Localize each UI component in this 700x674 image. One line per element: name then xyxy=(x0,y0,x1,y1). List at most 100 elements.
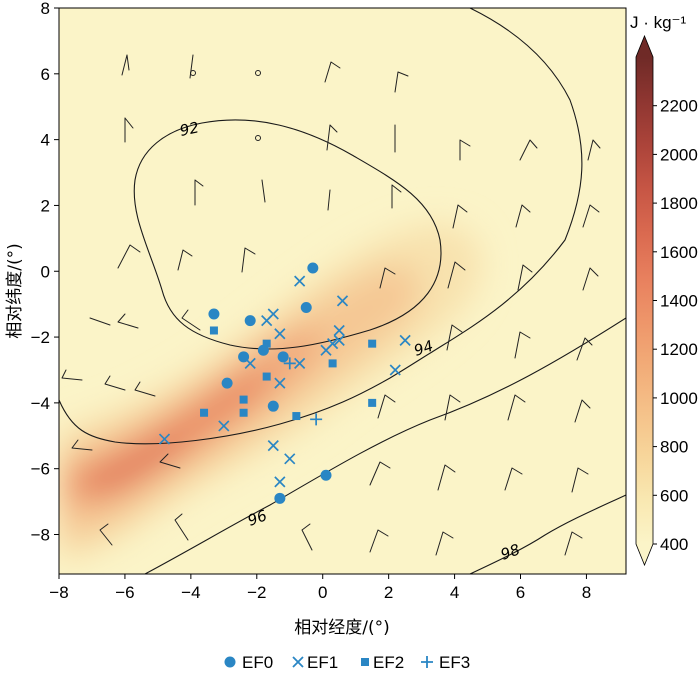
legend-item-ef2: EF2 xyxy=(361,653,404,672)
legend-label-ef3: EF3 xyxy=(439,653,470,672)
y-tick-label: 8 xyxy=(41,0,50,18)
contour-labels: 92 94 96 98 xyxy=(178,118,522,563)
legend-marker-ef1 xyxy=(292,656,304,668)
marker-ef0 xyxy=(320,469,332,481)
x-tick-label: 4 xyxy=(450,583,459,602)
y-tick-label: 2 xyxy=(41,196,50,215)
colorbar-tick-label: 400 xyxy=(660,535,688,554)
x-tick-label: 2 xyxy=(384,583,393,602)
wind-barb xyxy=(587,139,601,161)
marker-ef1 xyxy=(284,453,296,465)
wind-barb xyxy=(61,369,83,381)
marker-ef0 xyxy=(208,308,220,320)
tornado-markers xyxy=(158,262,411,504)
colorbar-tick-label: 1600 xyxy=(660,243,698,262)
marker-ef0 xyxy=(277,351,289,363)
x-axis: −8 −6 −4 −2 0 2 4 6 8 xyxy=(49,574,591,602)
marker-ef1 xyxy=(261,315,273,327)
wind-barb xyxy=(507,394,526,421)
legend-label-ef1: EF1 xyxy=(307,653,338,672)
x-tick-label: 0 xyxy=(318,583,327,602)
marker-ef1 xyxy=(267,440,279,452)
wind-barb xyxy=(564,531,583,556)
y-tick-label: −8 xyxy=(31,526,50,545)
colorbar-fill xyxy=(636,57,653,544)
colorbar-tick-label: 800 xyxy=(660,438,688,457)
wind-barb xyxy=(582,267,599,291)
colorbar-tick-label: 1000 xyxy=(660,389,698,408)
marker-ef1 xyxy=(218,420,230,432)
wind-barb xyxy=(117,313,139,329)
colorbar-tick-label: 1800 xyxy=(660,194,698,213)
wind-barb xyxy=(327,189,331,211)
contour-92 xyxy=(133,119,442,350)
y-tick-label: −2 xyxy=(31,328,50,347)
wind-barb xyxy=(391,184,402,209)
contour-label-94: 94 xyxy=(412,337,436,360)
legend-label-ef2: EF2 xyxy=(373,653,404,672)
y-axis: 8 6 4 2 0 −2 −4 −6 −8 xyxy=(31,0,59,545)
marker-ef1 xyxy=(399,334,411,346)
wind-barb xyxy=(177,249,193,271)
marker-ef1 xyxy=(320,344,332,356)
wind-barb xyxy=(369,461,391,486)
x-tick-label: −2 xyxy=(247,583,266,602)
wind-barb xyxy=(446,324,463,351)
wind-barb xyxy=(504,467,523,491)
wind-barb xyxy=(71,439,93,451)
y-tick-label: 6 xyxy=(41,65,50,84)
marker-ef1 xyxy=(333,334,345,346)
x-tick-label: 6 xyxy=(516,583,525,602)
wind-barb xyxy=(261,179,266,203)
wind-barb xyxy=(444,394,461,421)
marker-ef1 xyxy=(244,357,256,369)
x-tick-label: −6 xyxy=(115,583,134,602)
legend-marker-ef3 xyxy=(421,656,433,668)
marker-ef0 xyxy=(274,492,286,504)
marker-ef2 xyxy=(368,339,377,348)
wind-barb xyxy=(181,309,201,331)
legend-item-ef1: EF1 xyxy=(292,653,338,672)
cape-field xyxy=(59,223,482,565)
marker-ef2 xyxy=(209,326,218,335)
marker-ef1 xyxy=(274,377,286,389)
colorbar-tick-label: 2000 xyxy=(660,145,698,164)
wind-barb xyxy=(394,71,409,93)
wind-barb xyxy=(89,317,111,326)
legend-marker-ef2 xyxy=(361,658,369,666)
y-tick-label: −6 xyxy=(31,460,50,479)
calm-marker xyxy=(255,135,261,141)
wind-barb xyxy=(437,464,456,491)
wind-barb xyxy=(519,139,538,161)
wind-barb xyxy=(134,381,156,397)
wind-barb xyxy=(159,453,181,469)
x-tick-label: −8 xyxy=(49,583,68,602)
contour-label-98: 98 xyxy=(498,540,522,563)
wind-barb xyxy=(369,529,389,553)
marker-ef2 xyxy=(262,372,271,381)
marker-ef2 xyxy=(200,408,209,417)
x-tick-label: 8 xyxy=(582,583,591,602)
geopotential-contours xyxy=(59,8,626,574)
wind-barb xyxy=(447,261,466,289)
marker-ef2 xyxy=(239,395,248,404)
contour-98 xyxy=(469,494,626,574)
marker-ef1 xyxy=(336,295,349,307)
legend-item-ef0: EF0 xyxy=(224,653,273,672)
marker-ef0 xyxy=(267,400,279,412)
marker-ef3 xyxy=(283,357,296,370)
contour-label-96: 96 xyxy=(245,506,269,529)
marker-ef2 xyxy=(239,408,248,417)
contour-96 xyxy=(144,317,626,574)
wind-barb xyxy=(124,117,134,143)
wind-barb xyxy=(377,394,396,419)
contour-94 xyxy=(59,8,583,445)
wind-barb xyxy=(174,513,189,541)
wind-barb xyxy=(301,523,313,551)
wind-barb xyxy=(194,179,204,206)
colorbar-tick-label: 1200 xyxy=(660,340,698,359)
colorbar-tick-label: 2200 xyxy=(660,97,698,116)
wind-barb xyxy=(326,124,338,151)
colorbar-tick-label: 600 xyxy=(660,486,688,505)
marker-ef1 xyxy=(389,364,401,376)
